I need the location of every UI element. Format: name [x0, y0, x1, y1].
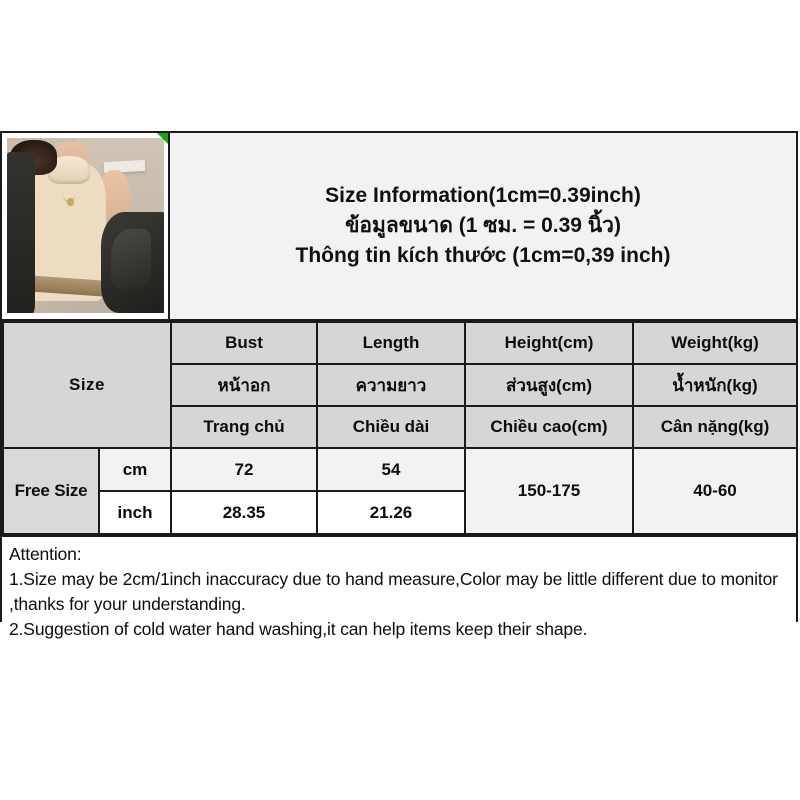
header-length-en: Length — [316, 321, 466, 365]
header-row-english: Size Bust Length Height(cm) Weight(kg) — [2, 321, 798, 449]
height-range: 150-175 — [464, 447, 634, 535]
size-label-cell: Size — [2, 321, 172, 449]
bust-cm: 72 — [170, 447, 318, 492]
length-inch: 21.26 — [316, 490, 466, 535]
bust-inch: 28.35 — [170, 490, 318, 535]
green-triangle-marker — [157, 133, 168, 144]
header-bust-th: หน้าอก — [170, 363, 318, 407]
header-height-en: Height(cm) — [464, 321, 634, 365]
header-bust-vi: Trang chủ — [170, 405, 318, 449]
title-english: Size Information(1cm=0.39inch) — [325, 183, 641, 207]
attention-note-2: 2.Suggestion of cold water hand washing,… — [9, 618, 588, 639]
header-bust-en: Bust — [170, 321, 318, 365]
attention-block: Attention: 1.Size may be 2cm/1inch inacc… — [2, 535, 796, 650]
length-cm: 54 — [316, 447, 466, 492]
row-label-free-size: Free Size — [2, 447, 100, 535]
unit-inch: inch — [98, 490, 172, 535]
size-chart: Size Information(1cm=0.39inch) ข้อมูลขนา… — [0, 131, 798, 650]
header-length-th: ความยาว — [316, 363, 466, 407]
title-thai: ข้อมูลขนาด (1 ซม. = 0.39 นิ้ว) — [345, 213, 621, 237]
unit-cm: cm — [98, 447, 172, 492]
header-height-th: ส่วนสูง(cm) — [464, 363, 634, 407]
title-vietnamese: Thông tin kích thước (1cm=0,39 inch) — [295, 244, 671, 268]
size-table: Size Bust Length Height(cm) Weight(kg) ห… — [2, 321, 798, 535]
header-length-vi: Chiều dài — [316, 405, 466, 449]
product-photo-cell — [2, 133, 170, 319]
header-weight-vi: Cân nặng(kg) — [632, 405, 798, 449]
table-row-cm: Free Size cm 72 54 150-175 40-60 — [2, 447, 798, 535]
header-row-thai: หน้าอก ความยาว ส่วนสูง(cm) น้ำหนัก(kg) — [3, 363, 798, 407]
product-photo — [7, 138, 164, 313]
header-row-vietnamese: Trang chủ Chiều dài Chiều cao(cm) Cân nặ… — [3, 405, 798, 449]
weight-range: 40-60 — [632, 447, 798, 535]
table-row-inch: inch 28.35 21.26 — [3, 490, 797, 535]
header-weight-en: Weight(kg) — [632, 321, 798, 365]
title-block: Size Information(1cm=0.39inch) ข้อมูลขนา… — [170, 133, 796, 319]
chart-banner: Size Information(1cm=0.39inch) ข้อมูลขนา… — [2, 133, 796, 321]
header-height-vi: Chiều cao(cm) — [464, 405, 634, 449]
header-weight-th: น้ำหนัก(kg) — [632, 363, 798, 407]
attention-note-1: 1.Size may be 2cm/1inch inaccuracy due t… — [9, 568, 778, 614]
attention-heading: Attention: — [9, 544, 82, 564]
